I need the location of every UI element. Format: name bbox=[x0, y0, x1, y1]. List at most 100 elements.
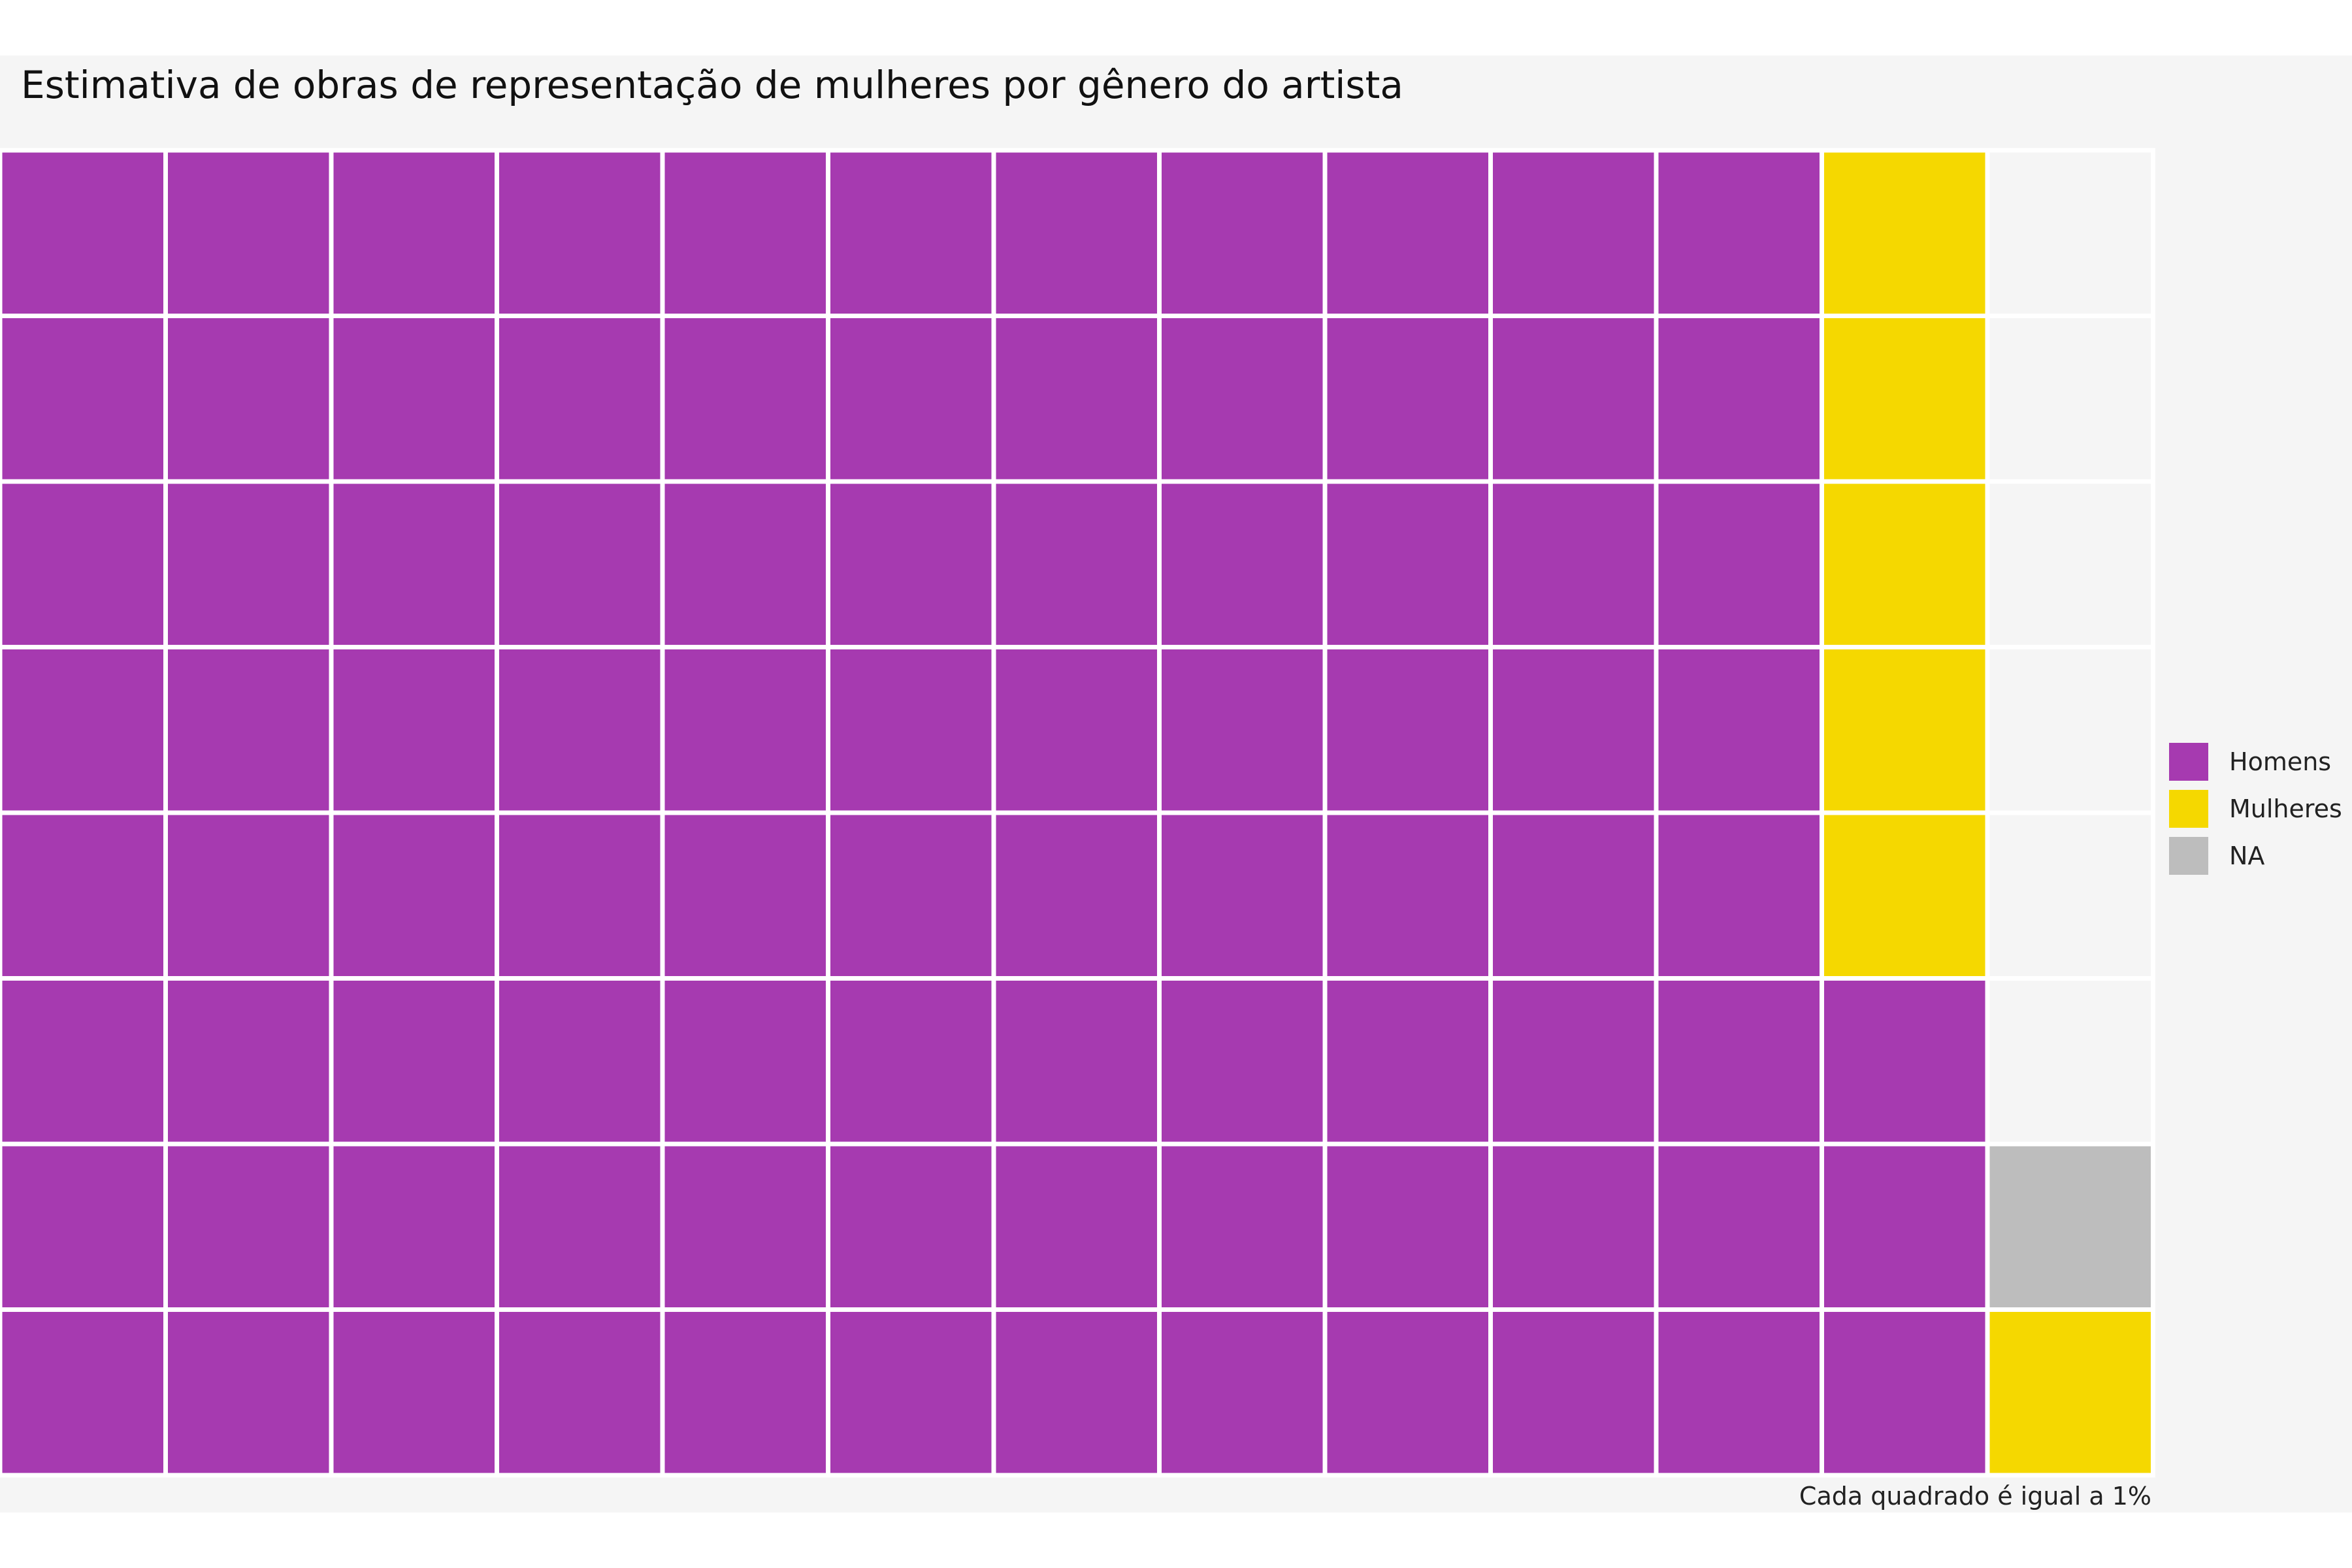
waffle-square-homens bbox=[329, 314, 499, 484]
waffle-square-homens bbox=[1322, 479, 1493, 649]
waffle-square-homens bbox=[1488, 1141, 1659, 1312]
waffle-square-empty bbox=[1985, 479, 2155, 649]
legend-label-na: NA bbox=[2229, 841, 2265, 870]
waffle-square-homens bbox=[1488, 479, 1659, 649]
waffle-square-homens bbox=[163, 479, 334, 649]
waffle-square-homens bbox=[1820, 976, 1990, 1147]
waffle-square-homens bbox=[1654, 1141, 1824, 1312]
waffle-square-homens bbox=[163, 976, 334, 1147]
waffle-square-homens bbox=[1157, 148, 1328, 318]
waffle-square-homens bbox=[163, 810, 334, 981]
waffle-square-empty bbox=[1985, 148, 2155, 318]
waffle-square-homens bbox=[660, 976, 830, 1147]
waffle-square-homens bbox=[1654, 148, 1824, 318]
legend-label-mulheres: Mulheres bbox=[2229, 794, 2342, 823]
waffle-square-mulheres bbox=[1820, 479, 1990, 649]
waffle-square-homens bbox=[163, 314, 334, 484]
waffle-square-homens bbox=[329, 810, 499, 981]
chart-caption: Cada quadrado é igual a 1% bbox=[1799, 1482, 2151, 1511]
waffle-square-homens bbox=[660, 645, 830, 815]
waffle-square-homens bbox=[1322, 810, 1493, 981]
waffle-square-homens bbox=[1654, 976, 1824, 1147]
waffle-square-homens bbox=[826, 810, 996, 981]
waffle-square-homens bbox=[329, 479, 499, 649]
legend-key-mulheres bbox=[2169, 790, 2208, 828]
waffle-square-homens bbox=[0, 148, 168, 318]
waffle-square-mulheres bbox=[1985, 1307, 2155, 1478]
waffle-square-homens bbox=[826, 1307, 996, 1478]
waffle-square-homens bbox=[660, 1141, 830, 1312]
waffle-square-homens bbox=[495, 645, 665, 815]
waffle-square-homens bbox=[1820, 1307, 1990, 1478]
waffle-square-homens bbox=[163, 1307, 334, 1478]
waffle-square-homens bbox=[495, 976, 665, 1147]
legend: Homens Mulheres NA bbox=[2169, 738, 2342, 879]
waffle-square-homens bbox=[826, 314, 996, 484]
waffle-square-homens bbox=[1488, 645, 1659, 815]
waffle-square-homens bbox=[495, 810, 665, 981]
waffle-square-homens bbox=[1488, 810, 1659, 981]
waffle-square-mulheres bbox=[1820, 148, 1990, 318]
chart-title: Estimativa de obras de representação de … bbox=[21, 63, 1403, 107]
waffle-square-homens bbox=[329, 645, 499, 815]
waffle-square-homens bbox=[329, 1141, 499, 1312]
waffle-square-homens bbox=[0, 810, 168, 981]
waffle-square-homens bbox=[1654, 645, 1824, 815]
waffle-square-homens bbox=[0, 314, 168, 484]
waffle-square-homens bbox=[0, 645, 168, 815]
waffle-square-homens bbox=[660, 810, 830, 981]
waffle-square-homens bbox=[660, 1307, 830, 1478]
waffle-square-homens bbox=[0, 479, 168, 649]
waffle-square-homens bbox=[991, 976, 1162, 1147]
waffle-square-homens bbox=[826, 1141, 996, 1312]
waffle-square-homens bbox=[826, 976, 996, 1147]
waffle-square-homens bbox=[826, 148, 996, 318]
waffle-square-homens bbox=[329, 976, 499, 1147]
waffle-square-homens bbox=[1488, 148, 1659, 318]
waffle-square-na bbox=[1985, 1141, 2155, 1312]
waffle-square-homens bbox=[1157, 479, 1328, 649]
waffle-square-empty bbox=[1985, 645, 2155, 815]
waffle-square-homens bbox=[0, 976, 168, 1147]
waffle-square-homens bbox=[1322, 1307, 1493, 1478]
waffle-square-homens bbox=[329, 1307, 499, 1478]
waffle-square-homens bbox=[1654, 479, 1824, 649]
waffle-square-homens bbox=[1157, 1141, 1328, 1312]
waffle-square-mulheres bbox=[1820, 810, 1990, 981]
waffle-square-homens bbox=[495, 314, 665, 484]
waffle-square-homens bbox=[1157, 645, 1328, 815]
waffle-square-homens bbox=[1654, 1307, 1824, 1478]
waffle-square-homens bbox=[991, 810, 1162, 981]
waffle-square-homens bbox=[0, 1141, 168, 1312]
waffle-square-homens bbox=[826, 479, 996, 649]
waffle-square-homens bbox=[1654, 314, 1824, 484]
waffle-square-mulheres bbox=[1820, 314, 1990, 484]
waffle-square-homens bbox=[1654, 810, 1824, 981]
legend-label-homens: Homens bbox=[2229, 747, 2332, 776]
waffle-square-homens bbox=[991, 479, 1162, 649]
waffle-square-homens bbox=[495, 1141, 665, 1312]
waffle-square-homens bbox=[495, 1307, 665, 1478]
waffle-square-homens bbox=[1157, 810, 1328, 981]
legend-key-homens bbox=[2169, 743, 2208, 781]
waffle-square-homens bbox=[1157, 314, 1328, 484]
waffle-square-homens bbox=[163, 645, 334, 815]
waffle-square-homens bbox=[163, 148, 334, 318]
waffle-square-homens bbox=[991, 1307, 1162, 1478]
waffle-square-homens bbox=[329, 148, 499, 318]
waffle-square-homens bbox=[991, 1141, 1162, 1312]
waffle-square-homens bbox=[1157, 976, 1328, 1147]
waffle-square-homens bbox=[1488, 314, 1659, 484]
waffle-square-homens bbox=[1488, 1307, 1659, 1478]
legend-item-homens: Homens bbox=[2169, 738, 2342, 785]
waffle-square-homens bbox=[495, 148, 665, 318]
waffle-square-homens bbox=[1322, 1141, 1493, 1312]
waffle-square-homens bbox=[991, 645, 1162, 815]
legend-item-na: NA bbox=[2169, 832, 2342, 879]
waffle-square-empty bbox=[1985, 976, 2155, 1147]
waffle-square-homens bbox=[660, 479, 830, 649]
waffle-square-homens bbox=[991, 314, 1162, 484]
waffle-square-homens bbox=[660, 148, 830, 318]
waffle-square-empty bbox=[1985, 314, 2155, 484]
